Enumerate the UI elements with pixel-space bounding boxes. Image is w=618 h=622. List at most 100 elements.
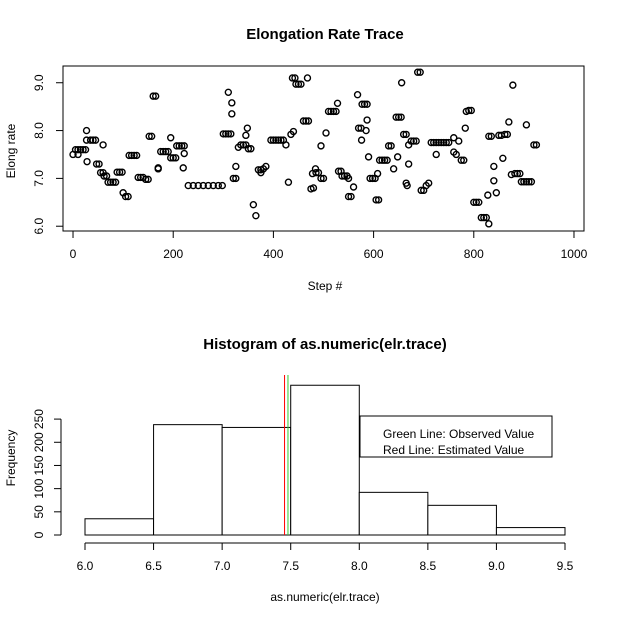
trace-point	[274, 136, 283, 144]
trace-point	[380, 156, 389, 164]
trace-x-tick-label: 200	[163, 247, 183, 261]
trace-point	[527, 178, 536, 186]
trace-point	[480, 213, 488, 222]
trace-point	[172, 154, 180, 162]
trace-point	[532, 141, 541, 149]
histogram-bar	[427, 504, 497, 536]
trace-point	[209, 181, 217, 190]
trace-point	[393, 153, 402, 161]
trace-point	[111, 178, 120, 186]
trace-point	[517, 178, 526, 186]
trace-x-tick-label: 0	[70, 247, 77, 261]
trace-point	[164, 147, 172, 156]
trace-point	[99, 141, 107, 149]
trace-point	[360, 100, 369, 108]
histogram-y-tick-label: 0	[32, 531, 46, 538]
trace-point	[397, 79, 406, 87]
trace-point	[167, 134, 175, 142]
trace-point	[490, 177, 498, 185]
trace-point	[304, 117, 313, 125]
trace-point	[467, 106, 475, 115]
trace-point	[485, 220, 493, 228]
trace-point	[394, 113, 403, 121]
trace-point	[134, 173, 142, 182]
histogram-bar	[290, 384, 360, 536]
trace-point	[525, 178, 533, 186]
trace-point	[362, 126, 370, 135]
trace-point	[442, 138, 450, 147]
legend-box	[359, 415, 553, 458]
trace-point	[475, 198, 483, 207]
trace-point	[169, 154, 177, 162]
histogram-x-tick-label: 6.5	[145, 559, 162, 573]
histogram-x-tick-label: 8.0	[351, 559, 368, 573]
trace-point	[151, 92, 160, 100]
trace-y-tick-label: 7.0	[32, 170, 46, 187]
legend-estimated: Red Line: Estimated Value	[383, 443, 525, 457]
trace-point	[402, 179, 410, 187]
trace-point	[516, 169, 524, 178]
trace-point	[145, 132, 153, 141]
trace-point	[243, 124, 252, 132]
trace-point	[199, 181, 207, 190]
trace-point	[247, 145, 255, 153]
trace-point	[130, 151, 138, 160]
trace-x-tick-label: 1000	[561, 247, 588, 261]
trace-point	[282, 141, 290, 149]
trace-point	[397, 113, 405, 121]
histogram-y-tick-label: 50	[32, 505, 46, 519]
trace-point	[149, 92, 157, 100]
trace-point	[224, 88, 233, 97]
trace-point	[224, 130, 233, 138]
histogram-x-tick-label: 7.5	[282, 559, 299, 573]
trace-point	[482, 213, 491, 222]
trace-point	[522, 178, 531, 186]
trace-point	[229, 174, 238, 183]
histogram-x-tick-label: 6.0	[77, 559, 94, 573]
trace-point	[132, 151, 141, 160]
trace-point	[522, 121, 531, 129]
trace-point	[115, 168, 124, 176]
trace-point	[383, 156, 391, 164]
trace-point	[455, 137, 463, 145]
trace-x-axis: 0 200 400 600 800 1000	[70, 230, 588, 261]
trace-point	[167, 154, 175, 162]
trace-x-tick-label: 400	[263, 247, 283, 261]
trace-point	[373, 169, 382, 178]
trace-point	[91, 136, 100, 144]
trace-point	[156, 147, 165, 156]
histogram-bar	[495, 527, 566, 536]
trace-point	[141, 175, 150, 184]
trace-point	[267, 136, 275, 144]
trace-point	[74, 145, 82, 154]
legend-observed: Green Line: Observed Value	[383, 427, 535, 441]
histogram-bar	[358, 491, 429, 536]
trace-point	[354, 124, 363, 132]
trace-point	[353, 90, 362, 99]
trace-point	[309, 184, 318, 192]
trace-point	[440, 138, 448, 147]
trace-point	[92, 160, 101, 168]
trace-point	[147, 132, 156, 141]
histogram-bars	[84, 384, 566, 536]
histogram-bar	[153, 424, 223, 536]
trace-point	[337, 167, 345, 175]
trace-point	[384, 142, 393, 150]
trace-point	[322, 129, 330, 137]
trace-point	[222, 130, 230, 138]
trace-point	[399, 130, 408, 139]
trace-point	[472, 198, 480, 207]
trace-point	[272, 136, 280, 144]
trace-point	[81, 145, 90, 154]
trace-y-label: Elong rate	[4, 123, 18, 178]
histogram-y-axis: 0 50 100 150 200 250	[32, 409, 62, 538]
trace-point	[319, 174, 328, 183]
trace-point	[427, 138, 435, 147]
histogram-x-tick-label: 7.0	[214, 559, 231, 573]
trace-point	[232, 162, 240, 171]
trace-point	[180, 149, 188, 158]
trace-y-tick-label: 9.0	[32, 74, 46, 91]
trace-point	[363, 100, 371, 108]
trace-point	[299, 117, 308, 125]
trace-point	[499, 154, 507, 163]
